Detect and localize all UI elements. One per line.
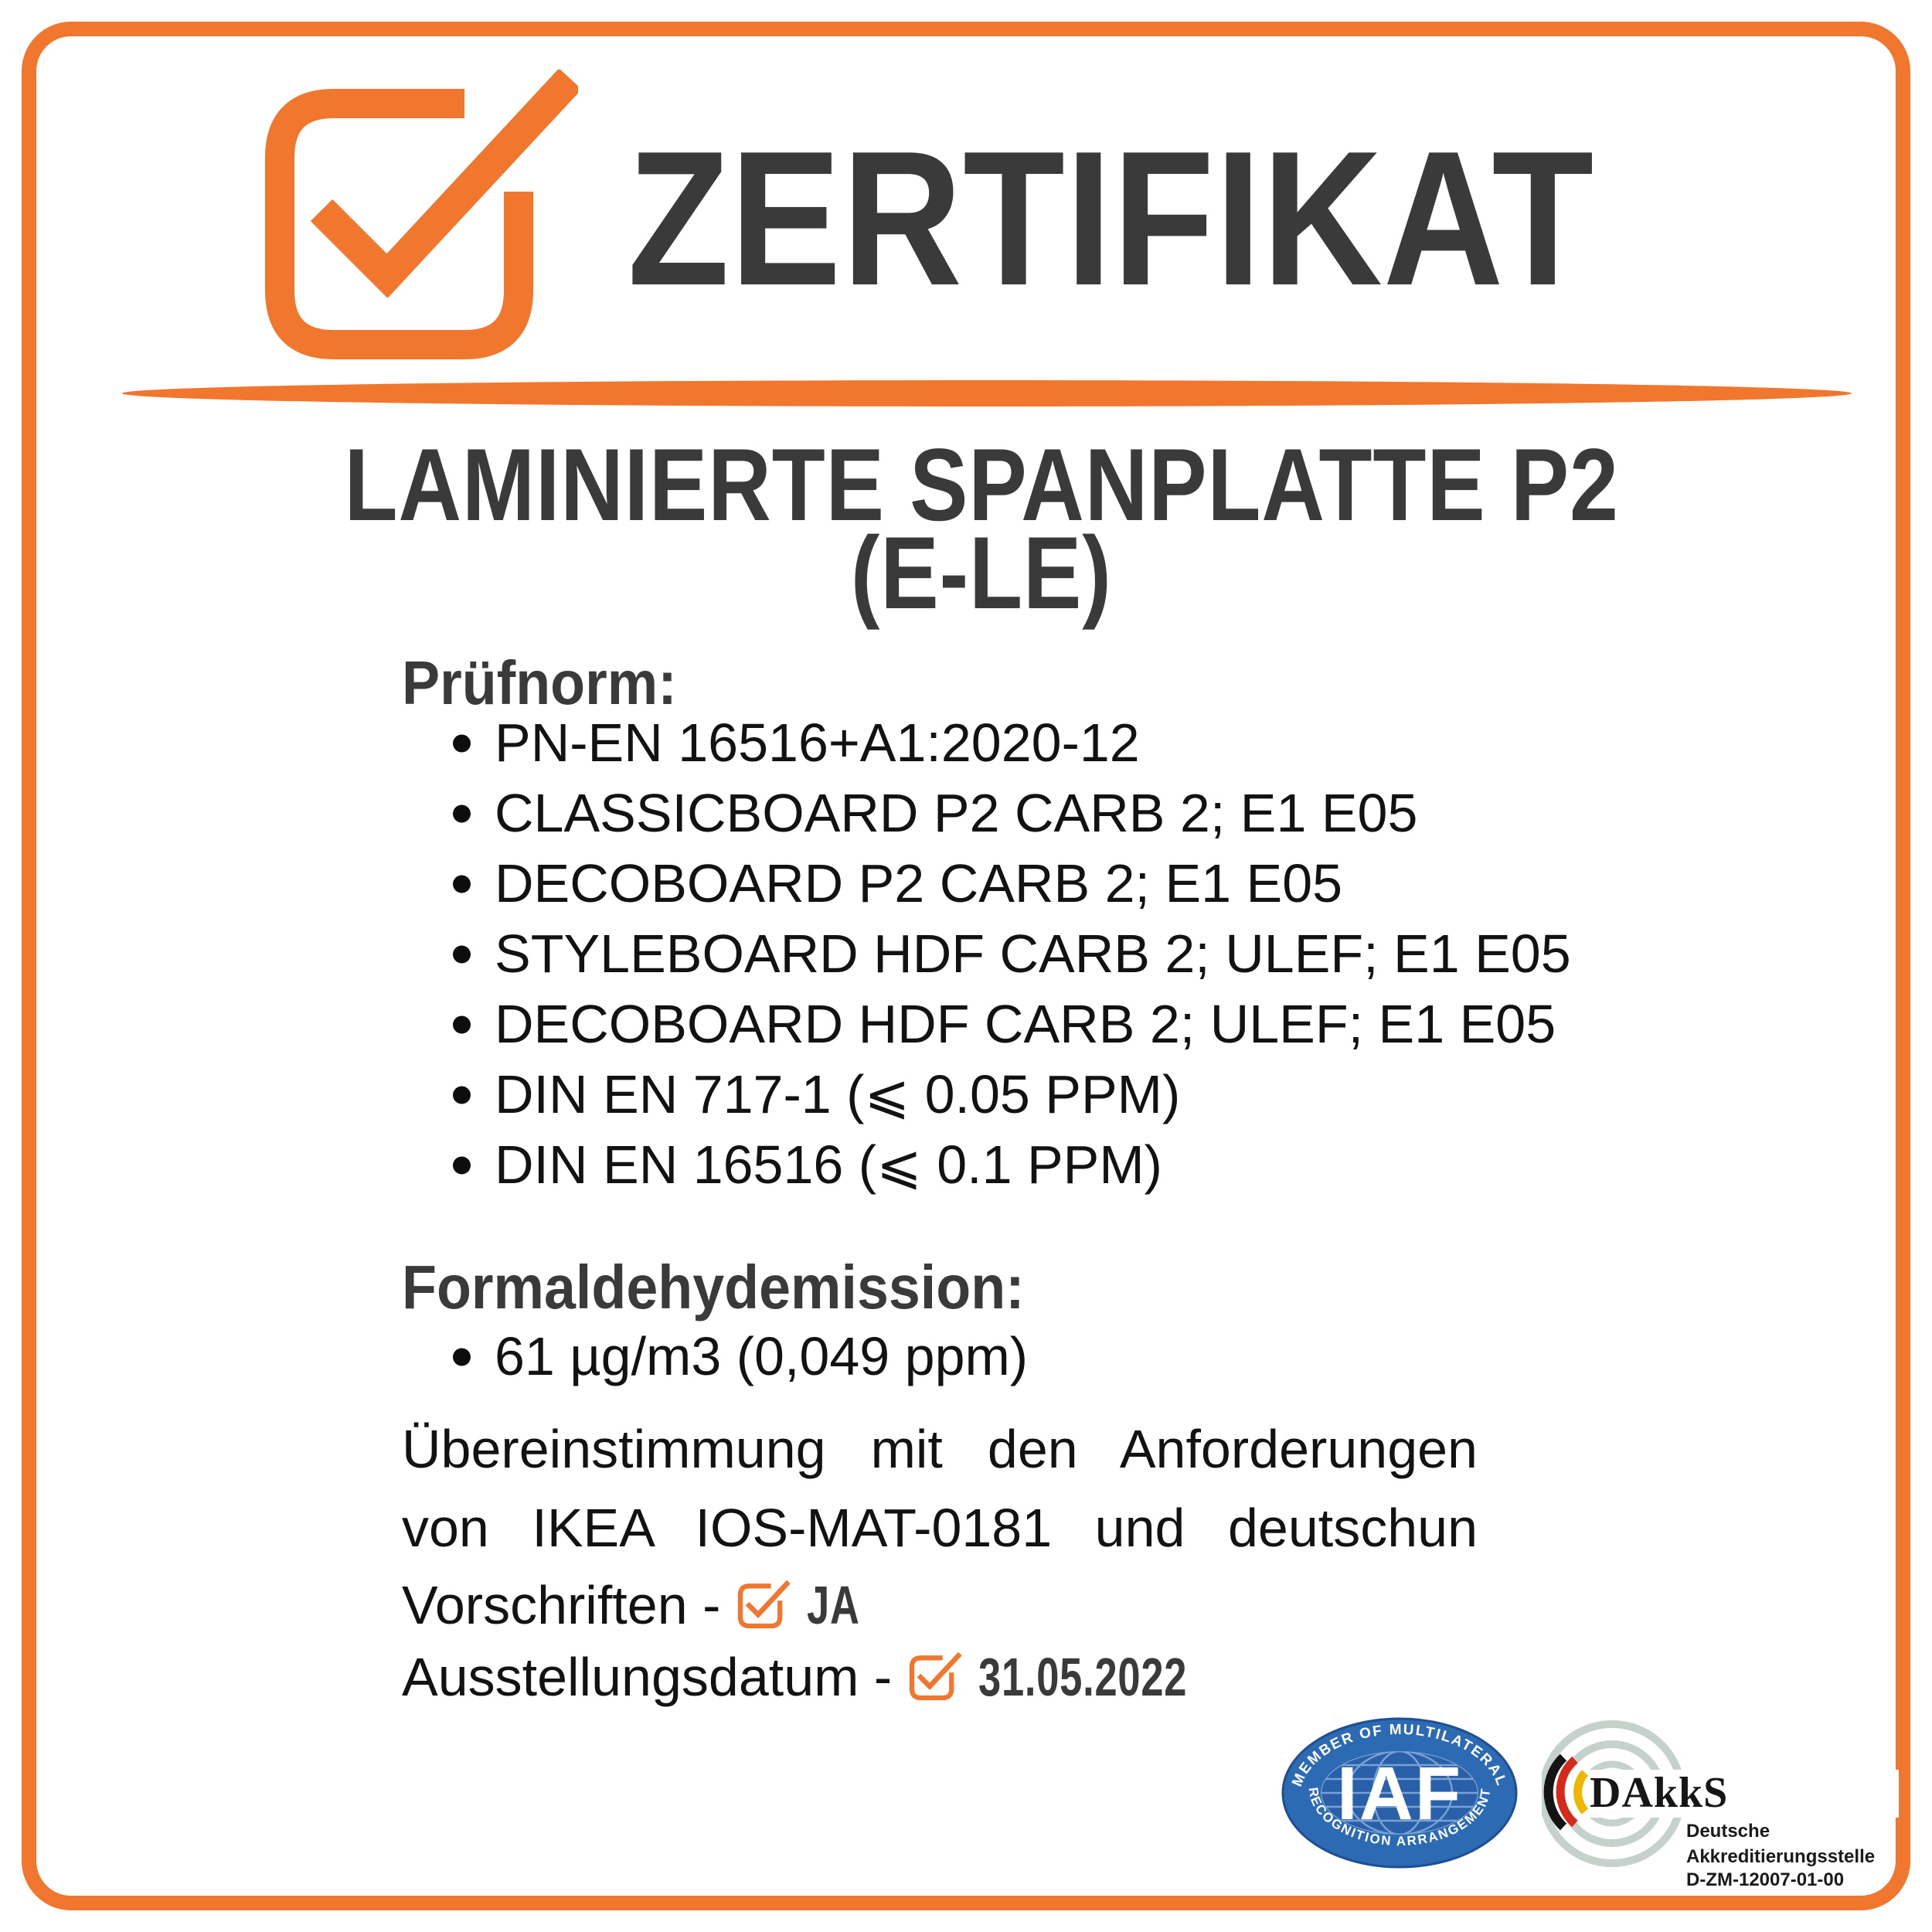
certificate-border <box>22 22 1910 1910</box>
dakks-wordmark: DAkkS <box>1590 1769 1728 1817</box>
list-item: CLASSICBOARD P2 CARB 2; E1 E05 <box>495 778 1571 849</box>
check-square-icon <box>737 1580 790 1631</box>
vorschriften-value: JA <box>807 1575 861 1635</box>
product-title-line2: (E-LE) <box>851 516 1112 631</box>
check-square-logo <box>261 70 578 372</box>
divider-stroke <box>122 380 1852 406</box>
emission-list: 61 µg/m3 (0,049 ppm) <box>495 1321 1028 1392</box>
emission-heading: Formaldehydemission: <box>402 1253 1025 1321</box>
product-title-line1: LAMINIERTE SPANPLATTE P2 <box>344 428 1619 543</box>
list-item: STYLEBOARD HDF CARB 2; ULEF; E1 E05 <box>495 919 1571 989</box>
list-item: DIN EN 717-1 (⩽ 0.05 PPM) <box>495 1060 1571 1130</box>
datum-value: 31.05.2022 <box>978 1647 1188 1707</box>
pruefnorm-list: PN-EN 16516+A1:2020-12 CLASSICBOARD P2 C… <box>495 708 1571 1200</box>
dakks-flag-arcs-icon <box>1543 1753 1589 1831</box>
statement-line1: Übereinstimmung mit den Anforderungen <box>402 1419 1478 1479</box>
statement-datum-row: Ausstellungsdatum - 31.05.2022 <box>402 1638 1257 1716</box>
globe-grid-icon <box>1321 1751 1478 1835</box>
dakks-subline2: Akkreditierungsstelle <box>1686 1846 1875 1867</box>
list-item: DECOBOARD P2 CARB 2; E1 E05 <box>495 849 1571 919</box>
check-square-icon <box>909 1652 961 1702</box>
statement-line2: von IKEA IOS-MAT-0181 und deutschun <box>402 1498 1478 1558</box>
list-item: DIN EN 16516 (⩽ 0.1 PPM) <box>495 1130 1571 1200</box>
page-title: ZERTIFIKAT <box>628 111 1595 325</box>
list-item: PN-EN 16516+A1:2020-12 <box>495 708 1571 778</box>
iaf-logo: IAF MEMBER OF MULTILATERAL RECOGNITION A… <box>1281 1717 1518 1869</box>
statement-vorschriften-row: Vorschriften - JA <box>402 1566 878 1644</box>
list-item: DECOBOARD HDF CARB 2; ULEF; E1 E05 <box>495 989 1571 1060</box>
dakks-subline3: D-ZM-12007-01-00 <box>1686 1869 1844 1890</box>
dakks-subline1: Deutsche <box>1686 1821 1770 1842</box>
dakks-logo: DAkkS Deutsche Akkreditierungsstelle D-Z… <box>1542 1720 1899 1890</box>
datum-label: Ausstellungsdatum - <box>402 1647 893 1707</box>
vorschriften-label: Vorschriften - <box>402 1575 721 1635</box>
pruefnorm-heading: Prüfnorm: <box>402 648 677 717</box>
iaf-acronym: IAF <box>1337 1751 1462 1835</box>
list-item: 61 µg/m3 (0,049 ppm) <box>495 1321 1028 1392</box>
